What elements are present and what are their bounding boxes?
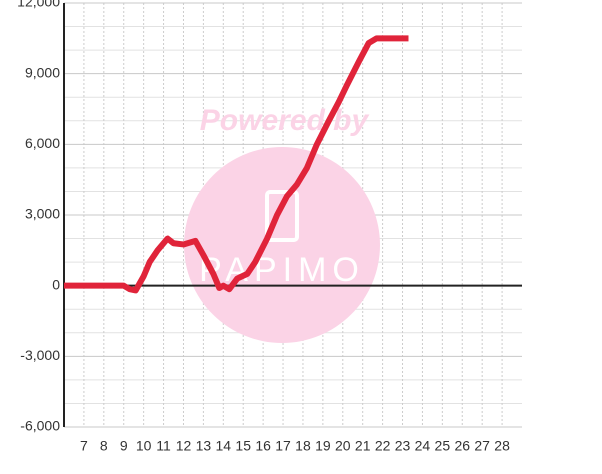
x-tick-label: 19 — [315, 438, 331, 454]
x-tick-label: 22 — [375, 438, 391, 454]
y-tick-label: 12,000 — [17, 0, 60, 10]
x-tick-label: 15 — [235, 438, 251, 454]
watermark-circle — [184, 147, 380, 343]
x-tick-label: 17 — [275, 438, 291, 454]
x-tick-label: 8 — [100, 438, 108, 454]
x-tick-label: 16 — [255, 438, 271, 454]
x-tick-label: 24 — [415, 438, 431, 454]
x-tick-label: 28 — [494, 438, 510, 454]
x-tick-label: 7 — [80, 438, 88, 454]
y-tick-label: 0 — [52, 276, 60, 292]
y-tick-label: 3,000 — [25, 206, 60, 222]
y-tick-label: -3,000 — [20, 347, 60, 363]
watermark-text: Powered by — [200, 104, 370, 137]
y-tick-label: -6,000 — [20, 418, 60, 434]
y-tick-label: 9,000 — [25, 64, 60, 80]
x-tick-label: 14 — [216, 438, 232, 454]
x-tick-label: 9 — [120, 438, 128, 454]
watermark-icon — [265, 190, 299, 242]
x-tick-label: 13 — [196, 438, 212, 454]
x-tick-label: 18 — [295, 438, 311, 454]
x-tick-label: 21 — [355, 438, 371, 454]
x-tick-label: 12 — [176, 438, 192, 454]
watermark-logo: PAPIMO — [199, 251, 365, 289]
x-tick-label: 20 — [335, 438, 351, 454]
x-tick-label: 10 — [136, 438, 152, 454]
x-tick-label: 23 — [395, 438, 411, 454]
x-tick-label: 11 — [156, 438, 171, 454]
line — [64, 35, 409, 294]
y-tick-label: 6,000 — [25, 135, 60, 151]
x-tick-label: 25 — [435, 438, 451, 454]
x-tick-label: 27 — [474, 438, 490, 454]
x-tick-label: 26 — [454, 438, 470, 454]
